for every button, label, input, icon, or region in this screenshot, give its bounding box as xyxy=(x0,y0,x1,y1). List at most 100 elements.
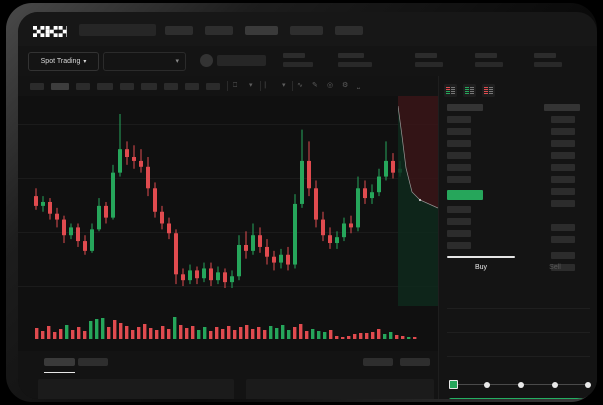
slider-stop-25[interactable] xyxy=(484,381,490,388)
chevron-down-icon-2[interactable]: ▾ xyxy=(282,82,286,89)
order-book-row[interactable] xyxy=(551,128,575,135)
timeframe-button-5[interactable] xyxy=(120,83,134,90)
header-nav-item-5[interactable] xyxy=(335,26,363,35)
okx-logo[interactable] xyxy=(33,24,67,42)
chevron-down-icon: ▾ xyxy=(175,58,179,65)
stat-label xyxy=(475,53,497,58)
order-book-panel: Buy Sell xyxy=(438,76,597,399)
order-book-row[interactable] xyxy=(447,242,471,249)
order-book-row[interactable] xyxy=(447,128,471,135)
amount-slider[interactable] xyxy=(449,380,591,389)
stat-group-3 xyxy=(415,53,443,67)
order-book-row[interactable] xyxy=(447,164,471,171)
order-book-row[interactable] xyxy=(551,200,575,207)
order-book-row[interactable] xyxy=(551,236,575,243)
bottom-tab-right-1[interactable] xyxy=(363,358,393,366)
alert-icon[interactable]: ◎ xyxy=(327,82,334,89)
order-type-field[interactable] xyxy=(447,288,590,309)
stat-label xyxy=(415,53,437,58)
stat-value xyxy=(534,62,562,67)
header-nav-item-4[interactable] xyxy=(290,26,323,35)
depth-chart-overlay xyxy=(398,96,438,306)
amount-field[interactable] xyxy=(447,336,590,357)
slider-stop-100[interactable] xyxy=(585,381,591,388)
device-screen: Spot Trading ▾ ▾ xyxy=(18,12,597,399)
order-book-row[interactable] xyxy=(551,264,575,271)
header-nav-item-1[interactable] xyxy=(165,26,193,35)
orderbook-bids-icon[interactable] xyxy=(463,84,476,97)
market-type-label: Spot Trading xyxy=(40,58,81,65)
chart-style-icon[interactable]: ⎸ xyxy=(265,82,272,89)
market-type-dropdown[interactable]: Spot Trading ▾ xyxy=(28,52,99,71)
order-book-row[interactable] xyxy=(551,140,575,147)
order-book-row[interactable] xyxy=(551,152,575,159)
indicator-text-icon[interactable]: ⎕ xyxy=(233,82,238,89)
toolbar-divider-3 xyxy=(292,81,293,91)
bottom-content-box-1 xyxy=(38,379,234,399)
tab-buy[interactable]: Buy xyxy=(474,264,488,271)
timeframe-button-9[interactable] xyxy=(206,83,220,90)
slider-stop-50[interactable] xyxy=(518,381,524,388)
timeframe-button-3[interactable] xyxy=(76,83,90,90)
fullscreen-icon[interactable]: ⎵ xyxy=(357,82,360,89)
header-nav-item-3[interactable] xyxy=(245,26,278,35)
stat-group-4 xyxy=(475,53,503,67)
order-book-row[interactable] xyxy=(447,176,471,183)
chart-gridline xyxy=(18,178,438,179)
chart-gridline xyxy=(18,232,438,233)
order-book-row[interactable] xyxy=(551,164,575,171)
bottom-tab-2[interactable] xyxy=(78,358,108,366)
order-book-rows[interactable] xyxy=(439,100,597,280)
order-book-row[interactable] xyxy=(551,252,575,259)
order-book-row[interactable] xyxy=(447,218,471,225)
candlestick-series xyxy=(34,114,402,288)
buy-submit-button[interactable] xyxy=(449,398,591,399)
coin-avatar xyxy=(200,54,213,67)
timeframe-button-2[interactable] xyxy=(51,83,69,90)
buy-tab-underline xyxy=(447,256,515,258)
icon-bars-2 xyxy=(451,87,455,94)
order-book-row[interactable] xyxy=(447,206,471,213)
order-book-row[interactable] xyxy=(551,188,575,195)
order-book-header-left xyxy=(447,104,483,111)
settings-icon[interactable]: ⚙ xyxy=(342,82,349,89)
slider-handle[interactable] xyxy=(449,380,458,389)
header-nav-item-2[interactable] xyxy=(205,26,233,35)
toolbar-divider-1 xyxy=(227,81,228,91)
order-book-row[interactable] xyxy=(447,140,471,147)
stat-value xyxy=(475,62,503,67)
timeframe-button-8[interactable] xyxy=(185,83,199,90)
pair-name-placeholder xyxy=(217,55,266,66)
order-book-row[interactable] xyxy=(447,152,471,159)
icon-bars-2 xyxy=(470,87,474,94)
tab-sell[interactable]: Sell xyxy=(549,264,561,271)
order-book-row[interactable] xyxy=(447,116,471,123)
order-book-current-price-row[interactable] xyxy=(447,190,483,200)
order-book-row[interactable] xyxy=(551,224,575,231)
pair-select-dropdown[interactable]: ▾ xyxy=(103,52,186,71)
pencil-icon[interactable]: ✎ xyxy=(312,82,318,89)
timeframe-button-7[interactable] xyxy=(164,83,178,90)
chevron-down-icon: ▾ xyxy=(83,59,87,65)
timeframe-button-4[interactable] xyxy=(97,83,113,90)
volume-series xyxy=(35,317,417,339)
bottom-tab-right-2[interactable] xyxy=(400,358,430,366)
order-book-row[interactable] xyxy=(447,230,471,237)
chevron-down-icon[interactable]: ▾ xyxy=(249,82,253,89)
line-tool-icon[interactable]: ∿ xyxy=(297,82,303,89)
icon-bars-2 xyxy=(489,87,493,94)
bottom-tab-1[interactable] xyxy=(44,358,75,366)
price-chart[interactable] xyxy=(18,96,438,351)
stat-value xyxy=(415,62,443,67)
timeframe-button-6[interactable] xyxy=(141,83,157,90)
order-book-row[interactable] xyxy=(551,176,575,183)
search-input[interactable] xyxy=(79,24,156,36)
order-book-row[interactable] xyxy=(551,116,575,123)
orderbook-asks-icon[interactable] xyxy=(482,84,495,97)
stat-group-1 xyxy=(283,53,313,67)
slider-stop-75[interactable] xyxy=(552,381,558,388)
stat-label xyxy=(338,53,364,58)
orderbook-both-icon[interactable] xyxy=(444,84,457,97)
timeframe-button-1[interactable] xyxy=(30,83,44,90)
price-field[interactable] xyxy=(447,312,590,333)
